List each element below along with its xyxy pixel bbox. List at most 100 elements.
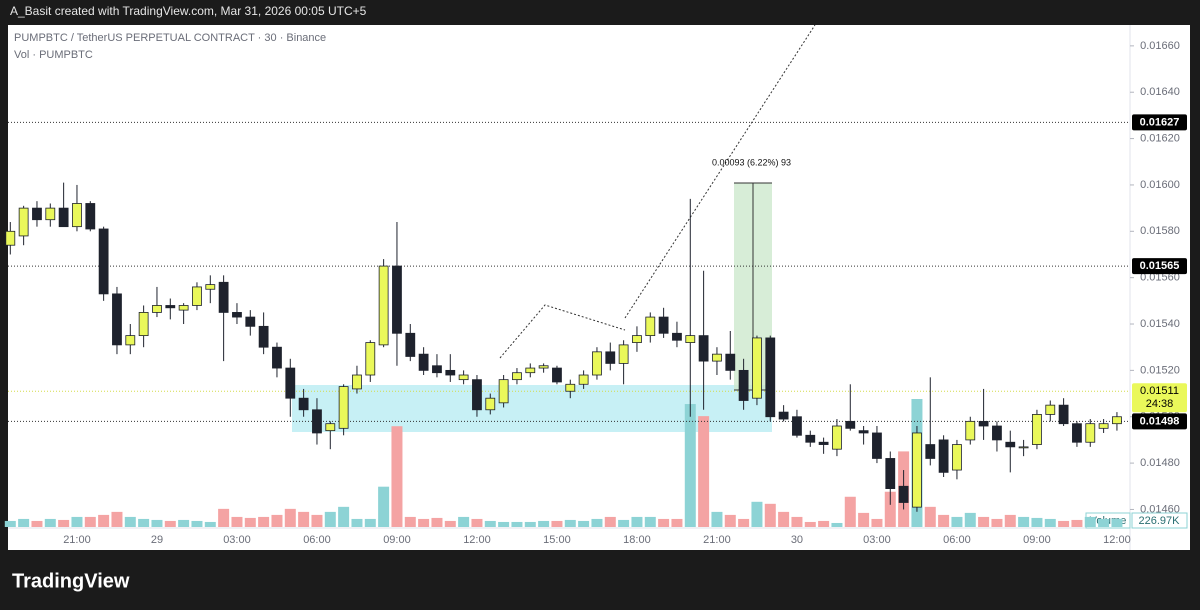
candle-body [952, 444, 962, 471]
volume-bar [124, 516, 136, 527]
y-tick-label: 0.01660 [1140, 40, 1180, 52]
volume-bar [31, 520, 43, 527]
candle-body [392, 265, 402, 334]
price-tag-label: 0.01565 [1140, 260, 1180, 272]
volume-bar [391, 426, 403, 527]
volume-bar [498, 521, 510, 527]
candle-body [525, 367, 536, 374]
volume-bar [804, 521, 816, 527]
volume-bar [764, 503, 776, 527]
candle-body [1085, 423, 1096, 443]
candle-body [218, 281, 229, 313]
volume-bar [524, 521, 536, 527]
volume-bar [231, 516, 243, 527]
volume-bar [831, 522, 843, 527]
x-tick-label: 03:00 [223, 534, 251, 546]
candle-body [805, 434, 816, 443]
volume-bar [991, 518, 1003, 527]
candle-body [1098, 423, 1109, 429]
volume-bar [791, 516, 803, 527]
candle-body [832, 425, 842, 450]
x-tick-label: 09:00 [1023, 534, 1051, 546]
volume-bar [578, 520, 590, 527]
volume-bar [538, 520, 550, 527]
volume-bar [738, 518, 750, 527]
candle-body [885, 458, 896, 489]
candle-body [1045, 404, 1056, 415]
price-tag [1132, 413, 1187, 430]
x-tick-label: 29 [151, 534, 163, 546]
candle-body [472, 379, 482, 411]
candle-body [818, 441, 829, 445]
volume-bar [644, 516, 656, 527]
volume-bar [884, 491, 896, 527]
x-tick-label: 15:00 [543, 534, 571, 546]
candle-body [338, 386, 349, 429]
price-tag-label: 0.01498 [1140, 415, 1180, 427]
volume-bar [138, 518, 150, 527]
volume-bar [418, 518, 430, 527]
volume-bar [1071, 519, 1083, 527]
candle-body [672, 332, 682, 341]
volume-bar [1031, 517, 1043, 527]
volume-bar [258, 516, 270, 527]
x-tick-label: 09:00 [383, 534, 411, 546]
candle-body [18, 207, 29, 237]
candle-body [45, 207, 56, 221]
candle-body [698, 335, 709, 362]
volume-bar [271, 514, 283, 527]
volume-bar [658, 518, 670, 527]
volume-bar [858, 512, 870, 527]
volume-bar [484, 520, 496, 527]
volume-bar [244, 517, 256, 527]
volume-bar [591, 518, 603, 527]
candle-body [1005, 441, 1016, 448]
candle-body [538, 365, 549, 369]
volume-bar [471, 518, 483, 527]
volume-bar [444, 520, 456, 527]
x-tick-label: 12:00 [463, 534, 491, 546]
volume-bar [1111, 518, 1123, 527]
candle-body [498, 379, 509, 404]
volume-bar [98, 514, 110, 527]
candle-body [418, 353, 429, 371]
candle-body [738, 369, 749, 401]
candle-body [632, 335, 642, 343]
y-tick-label: 0.01560 [1140, 272, 1180, 284]
volume-bar [964, 512, 976, 527]
candle-body [178, 305, 189, 311]
volume-bar [284, 508, 296, 527]
candle-body [978, 420, 989, 427]
candle-body [325, 423, 336, 432]
current-price-label: 0.01511 [1140, 385, 1179, 397]
volume-bar [564, 519, 576, 527]
volume-bar [1004, 514, 1016, 527]
volume-value-tag [1131, 512, 1188, 529]
candle-body [552, 367, 562, 383]
candle-body [232, 312, 242, 318]
candle-body [658, 316, 669, 334]
volume-bar [724, 514, 736, 527]
candle-body [965, 420, 976, 441]
candle-body [192, 286, 202, 306]
volume-bar [978, 516, 990, 527]
volume-bar [404, 516, 416, 527]
candle-body [445, 369, 456, 376]
candle-body [1032, 414, 1042, 445]
volume-bar [698, 416, 710, 527]
candle-body [125, 335, 136, 346]
volume-bar [324, 511, 336, 527]
candle-body [245, 316, 256, 327]
volume-bar [58, 519, 70, 527]
volume-bar [871, 518, 883, 527]
volume-bar [1058, 520, 1070, 527]
volume-bar [458, 516, 470, 527]
candle-body [938, 439, 949, 473]
candle-body [32, 207, 42, 221]
candle-body [485, 397, 496, 411]
volume-bar [938, 514, 950, 527]
candle-body [592, 351, 602, 376]
candle-body [752, 337, 762, 399]
x-tick-label: 21:00 [703, 534, 731, 546]
volume-bar [378, 486, 390, 527]
